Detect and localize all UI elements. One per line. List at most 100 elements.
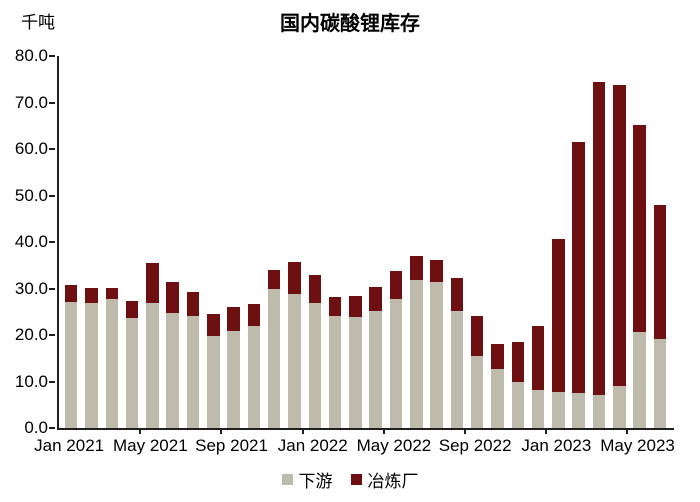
bar-segment-smelter <box>552 238 565 392</box>
bar-segment-smelter <box>369 287 382 312</box>
bar-segment-smelter <box>146 262 159 303</box>
bar-segment-smelter <box>613 84 626 387</box>
bar-segment-downstream <box>633 331 646 428</box>
y-axis-tick <box>49 101 55 104</box>
bar-segment-downstream <box>572 392 585 428</box>
bar-segment-smelter <box>450 277 464 311</box>
bar-segment-downstream <box>592 395 606 428</box>
y-axis-tick <box>49 427 55 429</box>
bar-segment-smelter <box>389 271 403 299</box>
x-axis-tick <box>626 428 629 434</box>
chart-title: 国内碳酸锂库存 <box>280 13 420 35</box>
bar-segment-downstream <box>125 317 139 428</box>
bar-segment-downstream <box>470 355 484 428</box>
y-tick-label: 0.0 <box>24 418 48 437</box>
bar-segment-smelter <box>470 316 484 356</box>
x-tick-label: Jan 2021 <box>34 436 105 455</box>
y-axis-tick <box>49 55 55 57</box>
bar-segment-downstream <box>146 302 159 428</box>
bar-segment-downstream <box>430 281 443 428</box>
bar-segment-smelter <box>308 275 321 304</box>
bar-segment-smelter <box>491 344 504 370</box>
bar-segment-smelter <box>105 288 118 300</box>
smelter-swatch-icon <box>350 474 362 485</box>
legend-label-downstream: 下游 <box>298 472 333 491</box>
bar-segment-downstream <box>349 317 362 428</box>
y-axis-tick <box>49 194 55 197</box>
y-tick-label: 80.0 <box>14 46 48 65</box>
bar-segment-smelter <box>592 81 606 395</box>
bar-segment-downstream <box>552 391 565 428</box>
bar-segment-downstream <box>186 316 200 428</box>
y-tick-label: 70.0 <box>14 92 48 112</box>
bar-segment-downstream <box>531 389 545 428</box>
bar-segment-downstream <box>288 294 301 428</box>
bar-segment-downstream <box>267 288 281 428</box>
y-tick-label: 40.0 <box>14 232 48 251</box>
legend-item-downstream: 下游 <box>281 467 333 492</box>
legend-item-smelter: 冶炼厂 <box>350 467 419 492</box>
downstream-swatch-icon <box>281 474 293 485</box>
y-tick-label: 60.0 <box>14 139 48 158</box>
x-axis-tick <box>545 428 548 434</box>
x-axis-tick <box>301 428 304 434</box>
bar-segment-smelter <box>125 301 139 318</box>
bar-segment-downstream <box>308 303 321 428</box>
bar-segment-smelter <box>633 125 646 332</box>
bar-segment-downstream <box>207 335 220 428</box>
legend-label-smelter: 冶炼厂 <box>367 472 419 491</box>
bar-segment-smelter <box>207 314 220 336</box>
y-axis-tick <box>49 334 55 336</box>
bar-segment-downstream <box>369 311 382 428</box>
y-tick-label: 50.0 <box>14 185 48 205</box>
bar-segment-smelter <box>410 255 423 280</box>
bar-segment-smelter <box>511 342 524 383</box>
bar-segment-downstream <box>491 369 504 428</box>
y-tick-label: 10.0 <box>14 371 48 391</box>
bar-segment-downstream <box>105 299 118 428</box>
x-axis-tick <box>139 428 142 434</box>
bar-segment-downstream <box>613 386 626 428</box>
bar-segment-downstream <box>85 303 98 428</box>
bar-segment-downstream <box>653 339 667 428</box>
x-axis-tick <box>382 428 385 434</box>
bar-segment-smelter <box>572 142 585 393</box>
x-tick-label: Jan 2023 <box>521 436 592 455</box>
y-tick-label: 30.0 <box>14 278 48 298</box>
x-axis-tick <box>464 428 466 434</box>
bar-segment-downstream <box>227 330 240 428</box>
bar-segment-smelter <box>247 303 261 326</box>
bar-segment-downstream <box>389 298 403 428</box>
bar-segment-smelter <box>227 307 240 331</box>
bar-segment-downstream <box>64 302 78 428</box>
x-tick-label: May 2023 <box>600 436 675 455</box>
bar-segment-downstream <box>247 325 261 428</box>
bar-segment-smelter <box>430 260 443 282</box>
bar-segment-smelter <box>531 326 545 390</box>
bar-segment-smelter <box>288 261 301 295</box>
y-axis-unit-label: 千吨 <box>21 13 55 32</box>
bar-segment-smelter <box>166 281 179 314</box>
legend: 下游 冶炼厂 <box>0 467 700 492</box>
x-tick-label: Sep 2021 <box>195 436 268 455</box>
y-tick-label: 20.0 <box>14 325 48 344</box>
bar-segment-smelter <box>349 295 362 318</box>
x-tick-label: May 2021 <box>113 436 188 455</box>
plot-area <box>57 56 674 430</box>
x-tick-label: Jan 2022 <box>277 436 348 455</box>
bar-segment-smelter <box>64 284 78 303</box>
bar-segment-downstream <box>328 316 342 428</box>
bar-segment-smelter <box>328 297 342 317</box>
y-axis-tick <box>49 380 55 383</box>
bar-segment-downstream <box>450 310 464 428</box>
y-axis-tick <box>49 241 55 243</box>
bar-segment-downstream <box>410 279 423 428</box>
bar-segment-smelter <box>653 204 667 340</box>
x-axis-tick <box>220 428 223 434</box>
x-tick-label: May 2022 <box>356 436 432 455</box>
bar-segment-downstream <box>166 313 179 428</box>
bar-segment-smelter <box>85 287 98 304</box>
y-axis-tick <box>49 287 55 290</box>
bar-segment-smelter <box>267 269 281 289</box>
